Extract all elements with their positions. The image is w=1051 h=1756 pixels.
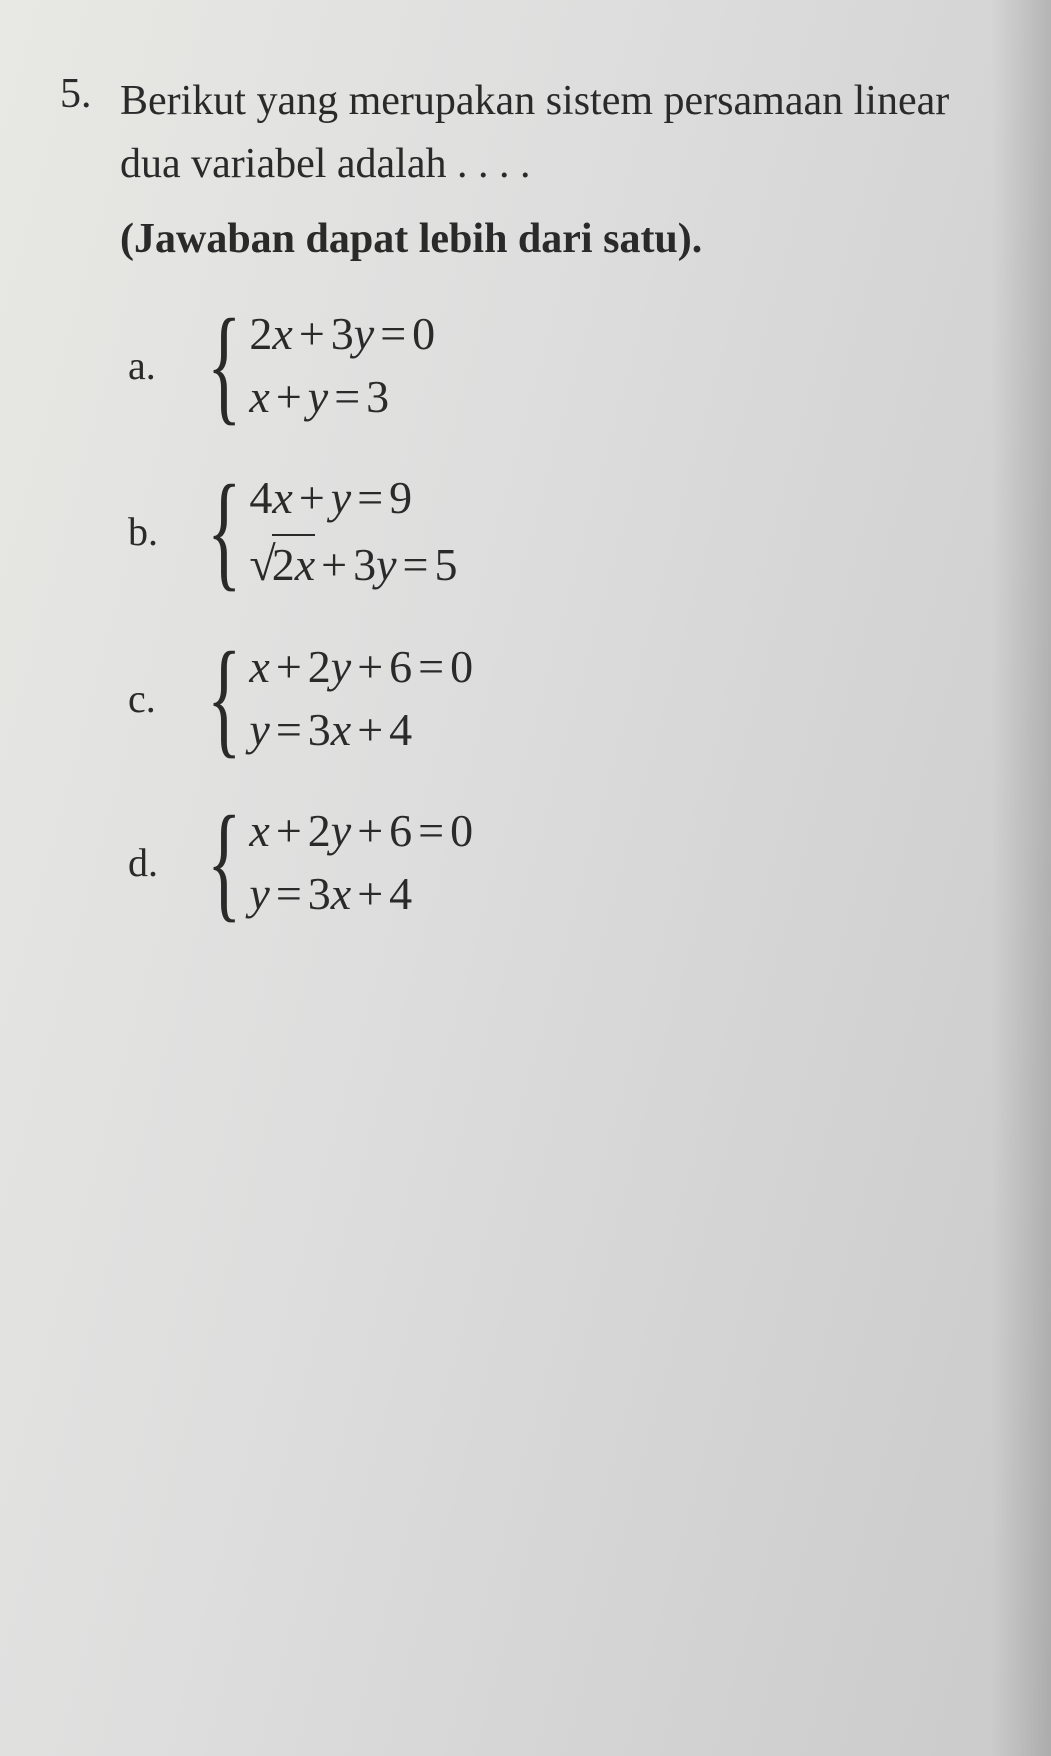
brace-icon: { [207, 320, 241, 411]
options-list: a. { 2x+3y=0 x+y=3 b. { 4x+y=9 √2x+3y=5 [120, 307, 991, 920]
equation: x+2y+6=0 [249, 640, 473, 693]
question-body: Berikut yang merupakan sistem persamaan … [120, 70, 991, 968]
equation: 2x+3y=0 [249, 307, 435, 360]
equation: y=3x+4 [249, 867, 473, 920]
question-text: Berikut yang merupakan sistem persamaan … [120, 70, 991, 196]
equation-system: { 2x+3y=0 x+y=3 [193, 307, 435, 423]
equations: 4x+y=9 √2x+3y=5 [249, 471, 457, 592]
question-number: 5. [60, 70, 100, 968]
option-c: c. { x+2y+6=0 y=3x+4 [128, 640, 991, 756]
brace-icon: { [207, 653, 241, 744]
equation: x+y=3 [249, 370, 435, 423]
question-block: 5. Berikut yang merupakan sistem persama… [60, 70, 991, 968]
equation-system: { 4x+y=9 √2x+3y=5 [193, 471, 458, 592]
equations: 2x+3y=0 x+y=3 [249, 307, 435, 423]
option-label: a. [128, 342, 168, 389]
option-label: d. [128, 839, 168, 886]
equation-system: { x+2y+6=0 y=3x+4 [193, 804, 473, 920]
option-b: b. { 4x+y=9 √2x+3y=5 [128, 471, 991, 592]
option-a: a. { 2x+3y=0 x+y=3 [128, 307, 991, 423]
option-label: c. [128, 675, 168, 722]
equation: x+2y+6=0 [249, 804, 473, 857]
equation: 4x+y=9 [249, 471, 457, 524]
equation: y=3x+4 [249, 703, 473, 756]
page-shadow [991, 0, 1051, 1756]
question-hint: (Jawaban dapat lebih dari satu). [120, 208, 991, 271]
equation: √2x+3y=5 [249, 534, 457, 592]
equations: x+2y+6=0 y=3x+4 [249, 640, 473, 756]
brace-icon: { [207, 817, 241, 908]
equations: x+2y+6=0 y=3x+4 [249, 804, 473, 920]
option-label: b. [128, 508, 168, 555]
option-d: d. { x+2y+6=0 y=3x+4 [128, 804, 991, 920]
equation-system: { x+2y+6=0 y=3x+4 [193, 640, 473, 756]
brace-icon: { [207, 486, 241, 577]
